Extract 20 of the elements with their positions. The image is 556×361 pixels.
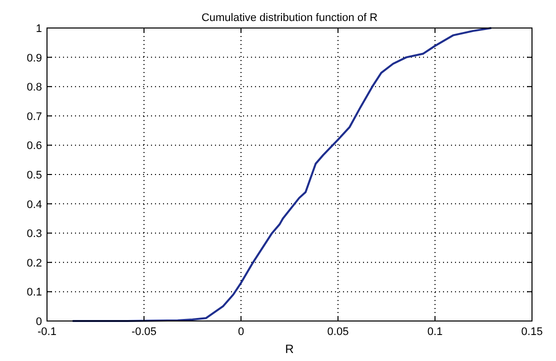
y-tick-label: 0.3: [26, 228, 42, 240]
y-tick-label: 0.4: [26, 198, 42, 211]
x-tick-label: 0.15: [521, 326, 543, 338]
line-series: [72, 27, 492, 322]
x-tick-label: 0: [238, 326, 244, 338]
y-tick-label: 0.2: [26, 257, 42, 270]
x-tick-label: -0.1: [38, 326, 56, 338]
x-tick-label: 0.1: [427, 326, 443, 338]
y-tick-label: 0: [36, 316, 42, 328]
chart-title: Cumulative distribution function of R: [201, 12, 378, 24]
x-tick-label: -0.05: [131, 326, 157, 338]
y-tick-label: 1: [36, 23, 42, 35]
y-tick-label: 0.9: [26, 52, 42, 64]
y-tick-label: 0.7: [26, 110, 42, 123]
x-axis-title: R: [285, 342, 294, 356]
x-tick-label: 0.05: [327, 326, 349, 338]
y-tick-label: 0.6: [26, 140, 42, 152]
y-tick-label: 0.5: [26, 170, 42, 182]
y-tick-label: 0.8: [26, 82, 42, 94]
y-tick-label: 0.1: [26, 286, 42, 299]
